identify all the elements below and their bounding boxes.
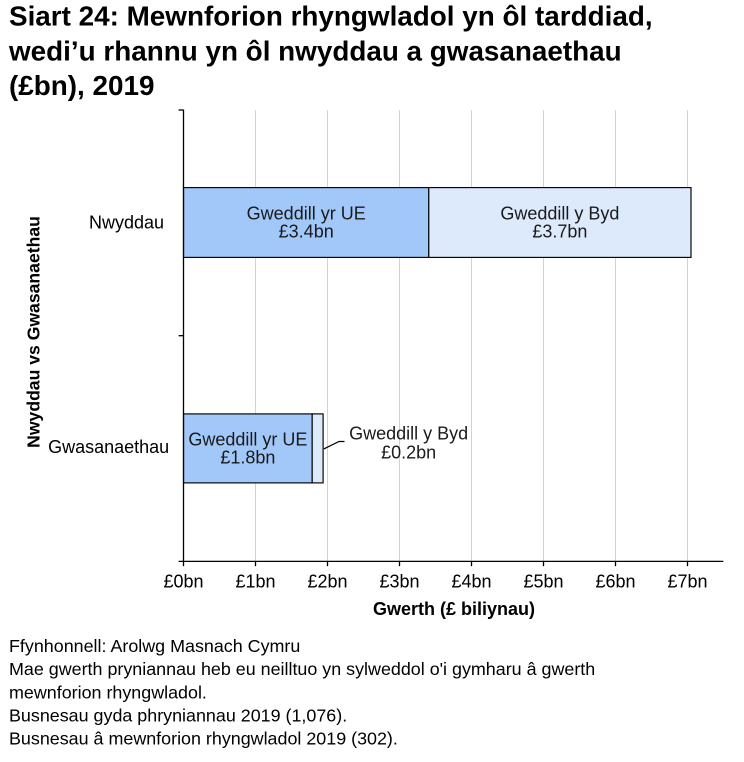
svg-text:Mae gwerth pryniannau heb eu n: Mae gwerth pryniannau heb eu neilltuo yn… <box>9 659 595 679</box>
svg-text:£1bn: £1bn <box>235 572 275 592</box>
svg-text:wedi’u rhannu yn ôl nwyddau a: wedi’u rhannu yn ôl nwyddau a gwasanaeth… <box>8 35 622 66</box>
svg-text:Gweddill yr UE: Gweddill yr UE <box>188 430 307 450</box>
svg-text:Gweddill y Byd: Gweddill y Byd <box>500 204 619 224</box>
svg-text:Nwyddau: Nwyddau <box>89 213 164 233</box>
svg-text:£4bn: £4bn <box>451 572 491 592</box>
svg-text:Nwyddau vs Gwasanaethau: Nwyddau vs Gwasanaethau <box>24 216 44 448</box>
svg-text:£0bn: £0bn <box>163 572 203 592</box>
svg-text:Siart 24: Mewnforion rhyngwlad: Siart 24: Mewnforion rhyngwladol yn ôl t… <box>9 1 653 32</box>
svg-text:£3bn: £3bn <box>379 572 419 592</box>
svg-text:£7bn: £7bn <box>667 572 707 592</box>
svg-text:Gwerth (£ biliynau): Gwerth (£ biliynau) <box>373 599 535 619</box>
svg-text:Ffynhonnell: Arolwg Masnach Cy: Ffynhonnell: Arolwg Masnach Cymru <box>9 636 300 656</box>
svg-text:(£bn), 2019: (£bn), 2019 <box>9 70 154 101</box>
svg-text:£3.4bn: £3.4bn <box>279 222 334 242</box>
svg-text:Busnesau gyda phryniannau 2019: Busnesau gyda phryniannau 2019 (1,076). <box>9 705 347 725</box>
svg-text:£2bn: £2bn <box>307 572 347 592</box>
svg-text:£3.7bn: £3.7bn <box>532 222 587 242</box>
svg-text:mewnforion rhyngwladol.: mewnforion rhyngwladol. <box>9 682 207 702</box>
svg-text:Gweddill y Byd: Gweddill y Byd <box>349 423 468 443</box>
svg-text:£1.8bn: £1.8bn <box>220 448 275 468</box>
svg-text:Gweddill yr UE: Gweddill yr UE <box>247 204 366 224</box>
svg-text:£0.2bn: £0.2bn <box>381 443 436 463</box>
svg-text:Gwasanaethau: Gwasanaethau <box>48 437 169 457</box>
svg-text:Busnesau â mewnforion rhyngwla: Busnesau â mewnforion rhyngwladol 2019 (… <box>9 729 398 749</box>
svg-text:£5bn: £5bn <box>523 572 563 592</box>
svg-text:£6bn: £6bn <box>595 572 635 592</box>
